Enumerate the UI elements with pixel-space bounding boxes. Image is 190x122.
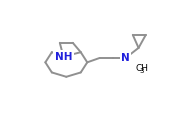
Text: CH: CH bbox=[136, 64, 149, 73]
Text: NH: NH bbox=[55, 52, 72, 62]
Text: 3: 3 bbox=[139, 68, 144, 74]
Text: N: N bbox=[121, 53, 130, 63]
